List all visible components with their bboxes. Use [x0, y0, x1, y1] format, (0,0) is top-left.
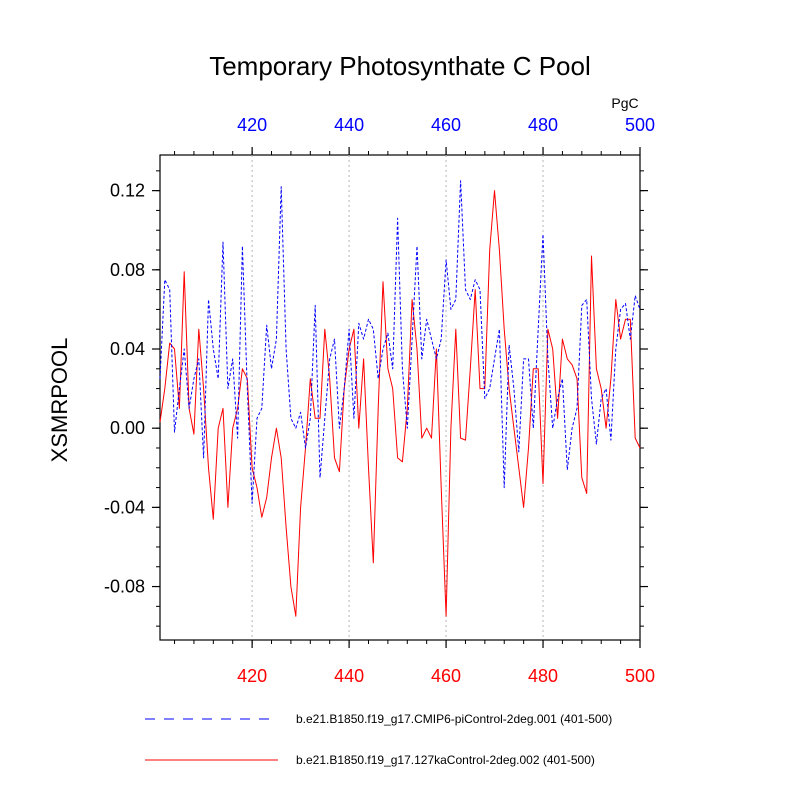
y-axis: -0.08 -0.04 0.00 0.04 0.08 0.12 [104, 170, 648, 627]
y-tick-label: 0.12 [110, 181, 145, 201]
series-line-piControl [159, 180, 641, 504]
y-tick-label: -0.08 [104, 577, 145, 597]
x-bottom-tick-label: 480 [528, 666, 558, 686]
x-top-tick-label: 420 [237, 115, 267, 135]
chart-title: Temporary Photosynthate C Pool [209, 51, 591, 81]
x-axis-top: 420 440 460 480 500 [174, 115, 655, 155]
series-line-127ka [159, 190, 641, 617]
plot-frame [159, 154, 641, 641]
x-axis-bottom: 420 440 460 480 500 [174, 640, 655, 686]
x-top-tick-label: 440 [334, 115, 364, 135]
x-bottom-tick-label: 500 [625, 666, 655, 686]
y-tick-label: 0.04 [110, 339, 145, 359]
x-bottom-tick-label: 460 [431, 666, 461, 686]
units-label: PgC [611, 95, 638, 111]
x-top-tick-label: 460 [431, 115, 461, 135]
legend-label-127ka: b.e21.B1850.f19_g17.127kaControl-2deg.00… [296, 753, 595, 767]
y-tick-label: 0.00 [110, 418, 145, 438]
y-tick-label: -0.04 [104, 497, 145, 517]
x-top-tick-label: 480 [528, 115, 558, 135]
legend-label-piControl: b.e21.B1850.f19_g17.CMIP6-piControl-2deg… [296, 712, 612, 726]
y-axis-label: XSMRPOOL [47, 338, 72, 463]
legend: b.e21.B1850.f19_g17.CMIP6-piControl-2deg… [145, 712, 612, 767]
x-bottom-tick-label: 440 [334, 666, 364, 686]
series-lines [159, 180, 641, 617]
x-bottom-tick-label: 420 [237, 666, 267, 686]
y-tick-label: 0.08 [110, 260, 145, 280]
x-top-tick-label: 500 [625, 115, 655, 135]
